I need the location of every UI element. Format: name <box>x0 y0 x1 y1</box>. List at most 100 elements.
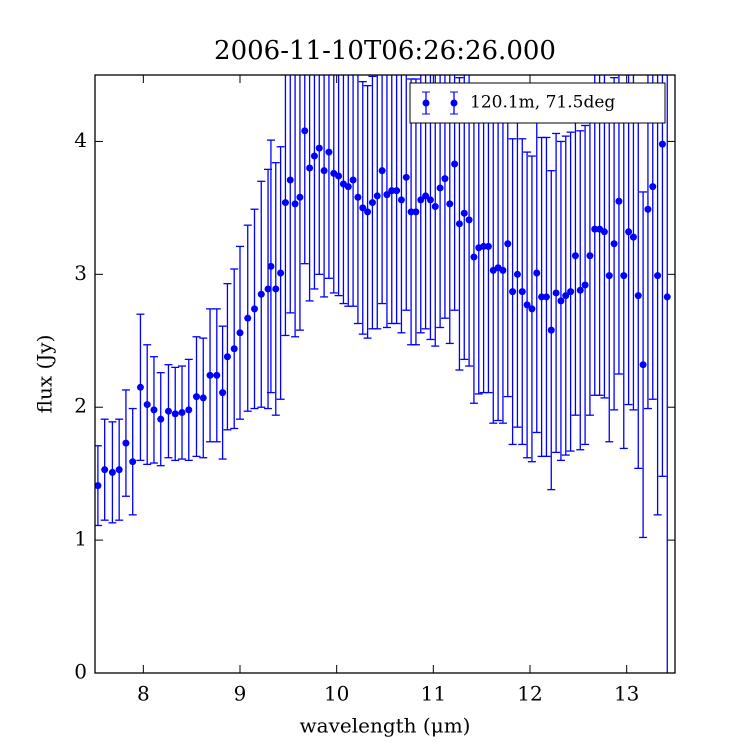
data-point <box>272 285 280 293</box>
data-point <box>349 176 357 184</box>
data-point <box>193 393 200 401</box>
data-point <box>436 184 444 192</box>
data-point <box>359 204 367 212</box>
data-point <box>591 225 599 233</box>
legend-label: 120.1m, 71.5deg <box>470 93 615 113</box>
data-point <box>301 127 309 135</box>
data-point <box>378 167 386 175</box>
data-point <box>451 160 459 168</box>
data-point <box>373 192 381 200</box>
data-point <box>368 199 376 207</box>
data-point <box>547 326 555 334</box>
data-point <box>388 187 396 195</box>
data-point <box>281 199 289 207</box>
data-point <box>178 409 186 417</box>
data-point <box>143 401 151 409</box>
legend-marker <box>450 99 458 107</box>
data-point <box>164 407 172 415</box>
data-point <box>122 439 130 447</box>
data-point <box>441 175 449 183</box>
data-point <box>610 240 618 248</box>
data-point <box>552 289 560 297</box>
data-point <box>504 240 512 248</box>
data-point <box>230 345 238 353</box>
data-point <box>136 383 144 391</box>
data-point <box>465 216 473 224</box>
data-point <box>315 144 323 152</box>
data-point <box>213 371 221 379</box>
data-point <box>335 172 343 180</box>
data-point <box>576 286 584 294</box>
data-point <box>251 305 258 313</box>
data-point <box>629 233 637 241</box>
data-point <box>567 288 575 296</box>
data-point <box>417 196 425 204</box>
data-point <box>605 272 613 280</box>
data-point <box>199 394 207 402</box>
data-point <box>402 173 410 181</box>
data-point <box>296 193 304 201</box>
data-point <box>620 272 628 280</box>
data-point <box>101 466 109 474</box>
x-tick-label: 11 <box>421 682 446 706</box>
data-point <box>219 389 227 397</box>
data-point <box>513 270 521 278</box>
data-point <box>325 148 333 156</box>
data-point <box>223 353 231 361</box>
x-tick-label: 8 <box>137 682 150 706</box>
data-point <box>538 293 546 301</box>
data-point <box>320 167 328 175</box>
legend-marker <box>422 99 430 107</box>
y-tick-label: 2 <box>74 394 87 418</box>
y-tick-label: 4 <box>74 128 87 152</box>
data-point <box>663 293 671 301</box>
data-point <box>523 301 531 309</box>
data-point <box>115 466 123 474</box>
data-point <box>586 252 594 260</box>
data-point <box>480 242 488 250</box>
data-point <box>206 371 214 379</box>
data-point <box>171 410 179 418</box>
data-point <box>470 253 478 261</box>
data-point <box>509 288 517 296</box>
data-point <box>393 187 401 195</box>
data-point <box>460 209 468 217</box>
data-point <box>557 297 565 305</box>
data-point <box>625 228 633 236</box>
data-point <box>533 269 541 277</box>
y-axis-label: flux (Jy) <box>33 335 57 414</box>
data-point <box>344 183 352 191</box>
data-point <box>157 415 165 423</box>
data-point <box>264 285 272 293</box>
data-point <box>257 290 265 298</box>
data-point <box>277 269 285 277</box>
x-tick-label: 9 <box>234 682 247 706</box>
x-tick-label: 13 <box>614 682 639 706</box>
data-point <box>528 305 536 313</box>
data-point <box>236 329 244 337</box>
data-point <box>615 197 623 205</box>
data-point <box>244 314 252 322</box>
x-axis-label: wavelength (μm) <box>300 714 471 738</box>
y-tick-label: 0 <box>74 660 87 684</box>
data-point <box>383 191 391 199</box>
y-tick-label: 1 <box>74 527 87 551</box>
data-point <box>150 406 158 414</box>
data-point <box>499 266 507 274</box>
data-point <box>634 292 642 300</box>
data-point <box>426 196 434 204</box>
data-point <box>286 176 294 184</box>
data-point <box>354 193 362 201</box>
data-point <box>518 288 526 296</box>
data-point <box>407 208 415 216</box>
data-point <box>649 183 657 191</box>
data-point <box>431 203 439 211</box>
data-point <box>397 196 405 204</box>
x-tick-label: 10 <box>324 682 349 706</box>
data-point <box>129 458 137 466</box>
plot-area <box>95 75 671 673</box>
data-point <box>446 200 454 208</box>
data-point <box>484 242 492 250</box>
